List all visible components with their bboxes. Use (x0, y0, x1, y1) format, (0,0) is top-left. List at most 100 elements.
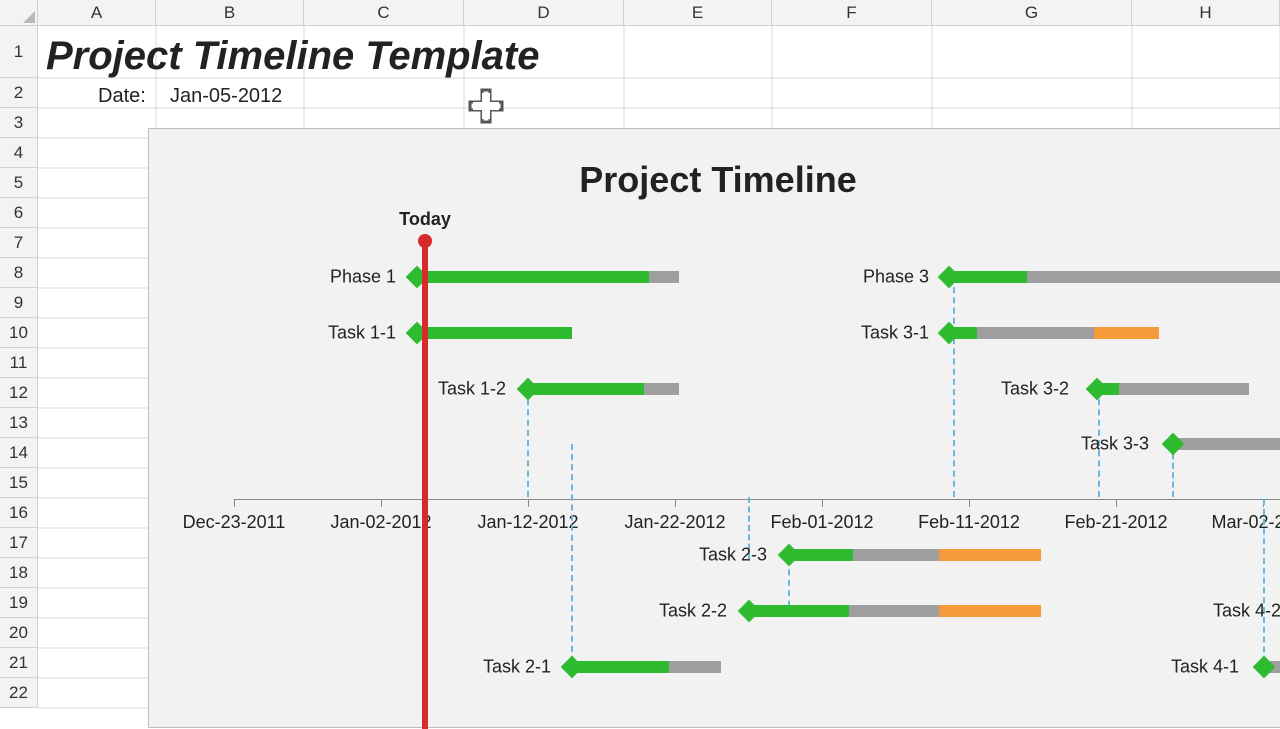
column-headers: ABCDEFGH (0, 0, 1280, 26)
chart-object[interactable]: Project Timeline Dec-23-2011Jan-02-2012J… (148, 128, 1280, 728)
task-start-diamond (1162, 433, 1185, 456)
task-bar-gray[interactable] (1119, 383, 1249, 395)
today-marker-cap (418, 234, 432, 248)
column-header[interactable]: G (932, 0, 1132, 26)
spreadsheet-grid[interactable]: ABCDEFGH 1234567891011121314151617181920… (0, 0, 1280, 720)
dependency-line (1263, 499, 1265, 672)
task-start-diamond (517, 378, 540, 401)
row-header[interactable]: 17 (0, 528, 38, 558)
axis-tick-label: Dec-23-2011 (183, 512, 286, 533)
column-header[interactable]: H (1132, 0, 1280, 26)
task-start-diamond (1253, 656, 1276, 679)
task-label: Task 2-2 (659, 601, 735, 622)
task-label: Task 4-1 (1171, 657, 1247, 678)
row-header[interactable]: 19 (0, 588, 38, 618)
chart-plot-area: Dec-23-2011 Jan-02-2012 Jan-12-2012 Jan-22-… (149, 129, 1280, 727)
task-label: Task 1-2 (438, 379, 514, 400)
axis-tick-label: Feb-11-2012 (918, 512, 1020, 533)
axis-tick (1116, 499, 1117, 507)
row-header[interactable]: 10 (0, 318, 38, 348)
task-start-diamond (938, 322, 961, 345)
axis-tick-label: Jan-02-2012 (330, 512, 431, 533)
task-bar-gray[interactable] (1173, 438, 1280, 450)
task-start-diamond (778, 544, 801, 567)
row-header[interactable]: 20 (0, 618, 38, 648)
axis-tick (675, 499, 676, 507)
task-bar-green[interactable] (949, 271, 1027, 283)
task-bar-orange[interactable] (939, 549, 1041, 561)
page-title: Project Timeline Template (46, 34, 540, 79)
task-label: Task 3-2 (1001, 379, 1077, 400)
today-line (422, 241, 428, 729)
task-bar-gray[interactable] (853, 549, 939, 561)
dependency-line (571, 444, 573, 672)
task-bar-green[interactable] (572, 661, 669, 673)
task-bar-green[interactable] (417, 271, 649, 283)
row-header[interactable]: 2 (0, 78, 38, 108)
task-bar-gray[interactable] (649, 271, 679, 283)
row-header[interactable]: 11 (0, 348, 38, 378)
row-header[interactable]: 22 (0, 678, 38, 708)
task-label: Task 2-1 (483, 657, 559, 678)
column-header[interactable]: E (624, 0, 772, 26)
task-label: Task 4-2 (1213, 601, 1280, 622)
column-header[interactable]: B (156, 0, 304, 26)
axis-tick (528, 499, 529, 507)
row-header[interactable]: 21 (0, 648, 38, 678)
task-bar-gray[interactable] (977, 327, 1094, 339)
axis-tick (822, 499, 823, 507)
column-header[interactable]: C (304, 0, 464, 26)
task-start-diamond (938, 266, 961, 289)
row-header[interactable]: 12 (0, 378, 38, 408)
task-bar-green[interactable] (528, 383, 644, 395)
date-label: Date: (98, 85, 146, 108)
axis-tick-label: Feb-21-2012 (1064, 512, 1167, 533)
row-header[interactable]: 13 (0, 408, 38, 438)
row-headers: 12345678910111213141516171819202122 (0, 26, 38, 708)
row-header[interactable]: 4 (0, 138, 38, 168)
select-all-corner[interactable] (0, 0, 38, 26)
dependency-line (953, 277, 955, 497)
axis-tick (969, 499, 970, 507)
task-label: Task 1-1 (328, 323, 404, 344)
date-value[interactable]: Jan-05-2012 (170, 85, 282, 108)
task-start-diamond (1086, 378, 1109, 401)
row-header[interactable]: 3 (0, 108, 38, 138)
axis-tick (381, 499, 382, 507)
axis-tick-label: Jan-12-2012 (477, 512, 578, 533)
row-header[interactable]: 8 (0, 258, 38, 288)
task-label: Task 3-3 (1081, 434, 1157, 455)
row-header[interactable]: 16 (0, 498, 38, 528)
column-header[interactable]: D (464, 0, 624, 26)
dependency-line (527, 389, 529, 497)
row-header[interactable]: 15 (0, 468, 38, 498)
task-bar-green[interactable] (749, 605, 849, 617)
task-label: Phase 3 (863, 267, 937, 288)
task-bar-orange[interactable] (939, 605, 1041, 617)
axis-tick (234, 499, 235, 507)
task-bar-gray[interactable] (669, 661, 721, 673)
row-header[interactable]: 18 (0, 558, 38, 588)
row-header[interactable]: 14 (0, 438, 38, 468)
row-header[interactable]: 9 (0, 288, 38, 318)
task-bar-gray[interactable] (1027, 271, 1280, 283)
row-header[interactable]: 1 (0, 26, 38, 78)
row-header[interactable]: 7 (0, 228, 38, 258)
task-label: Task 2-3 (699, 545, 775, 566)
row-header[interactable]: 5 (0, 168, 38, 198)
task-start-diamond (738, 600, 761, 623)
axis-tick-label: Feb-01-2012 (770, 512, 873, 533)
task-bar-gray[interactable] (849, 605, 939, 617)
column-header[interactable]: A (38, 0, 156, 26)
task-label: Phase 1 (330, 267, 404, 288)
axis-tick-label: Mar-02-2012 (1211, 512, 1280, 533)
task-bar-orange[interactable] (1094, 327, 1159, 339)
today-label: Today (399, 209, 451, 230)
task-bar-gray[interactable] (644, 383, 679, 395)
axis-tick-label: Jan-22-2012 (624, 512, 725, 533)
x-axis (234, 499, 1280, 500)
column-header[interactable]: F (772, 0, 932, 26)
task-bar-green[interactable] (417, 327, 572, 339)
task-start-diamond (561, 656, 584, 679)
row-header[interactable]: 6 (0, 198, 38, 228)
